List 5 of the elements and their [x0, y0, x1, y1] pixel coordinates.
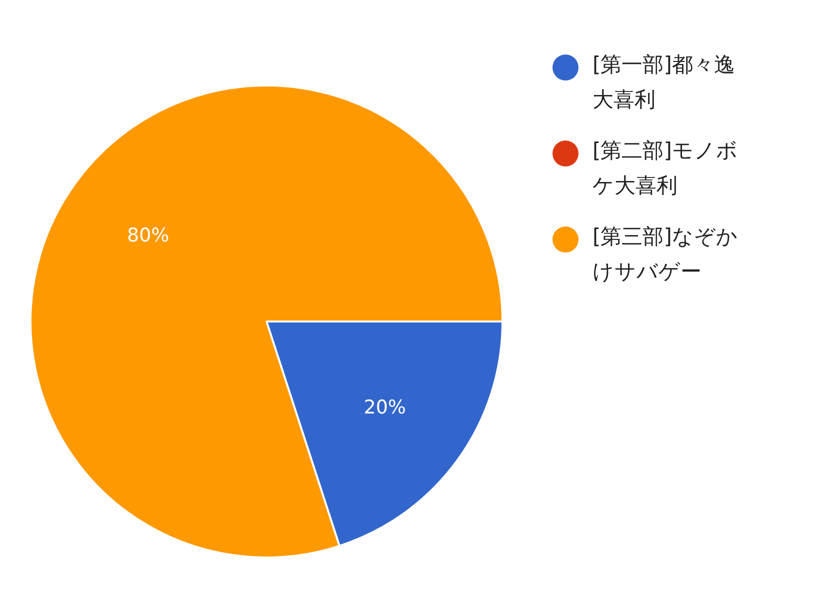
legend-label: [第二部]モノボケ大喜利: [592, 138, 738, 198]
legend-label: [第三部]なぞかけサバゲー: [592, 224, 738, 284]
data-label: 20%: [364, 396, 406, 419]
data-label: 80%: [127, 224, 170, 246]
legend-label: [第一部]都々逸大喜利: [592, 52, 735, 112]
